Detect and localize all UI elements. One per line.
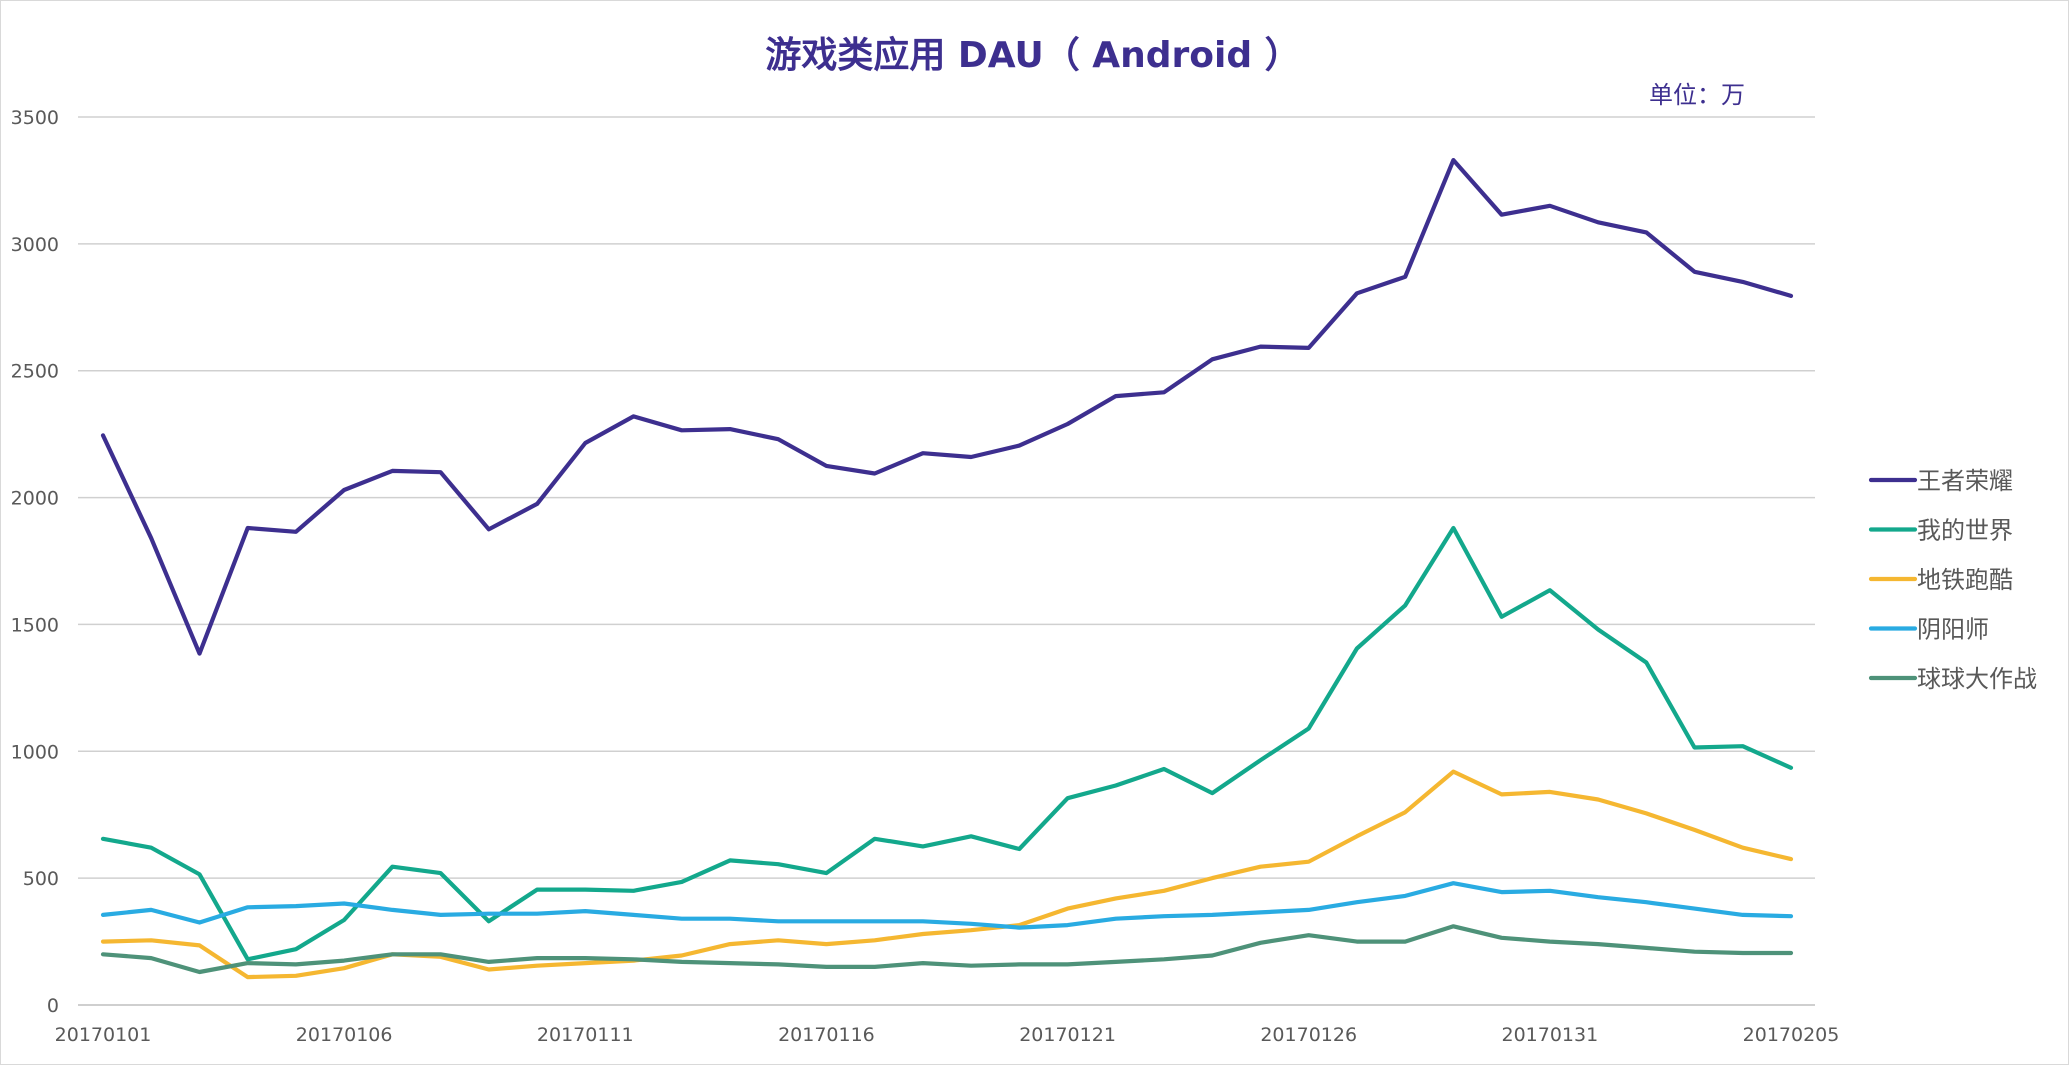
axes: 0 500 1000 1500 2000 2500 3000 3500 20170101 2017… <box>11 107 1840 1046</box>
x-tick-label: 20170121 <box>1019 1024 1116 1046</box>
chart-title: 游戏类应用 DAU（ Android ） <box>765 35 1300 76</box>
series-line-5 <box>100 924 1794 975</box>
legend-label: 我的世界 <box>1917 517 2013 545</box>
series-lines <box>100 158 1794 980</box>
legend-label: 王者荣耀 <box>1917 467 2013 495</box>
series-line-3 <box>100 769 1794 980</box>
x-tick-label: 20170205 <box>1743 1024 1840 1046</box>
legend-label: 地铁跑酷 <box>1917 566 2013 594</box>
x-tick-label: 20170126 <box>1260 1024 1357 1046</box>
y-tick-label: 0 <box>47 995 59 1017</box>
y-tick-label: 2500 <box>11 361 59 383</box>
x-tick-label: 20170111 <box>537 1024 634 1046</box>
x-tick-label: 20170131 <box>1501 1024 1598 1046</box>
series-line-1 <box>100 158 1794 656</box>
legend-label: 阴阳师 <box>1917 616 1989 644</box>
y-tick-label: 2000 <box>11 488 59 510</box>
y-tick-label: 3000 <box>11 234 59 256</box>
legend-label: 球球大作战 <box>1917 665 2037 693</box>
gridlines <box>78 116 1815 879</box>
x-tick-label: 20170101 <box>55 1024 152 1046</box>
x-tick-label: 20170106 <box>296 1024 393 1046</box>
x-tick-label: 20170116 <box>778 1024 875 1046</box>
unit-label: 单位：万 <box>1649 81 1745 109</box>
series-line-4 <box>100 881 1794 930</box>
y-tick-label: 1500 <box>11 614 59 636</box>
y-tick-label: 500 <box>23 868 59 890</box>
y-tick-label: 1000 <box>11 741 59 763</box>
series-line-2 <box>100 525 1794 962</box>
y-tick-label: 3500 <box>11 107 59 129</box>
